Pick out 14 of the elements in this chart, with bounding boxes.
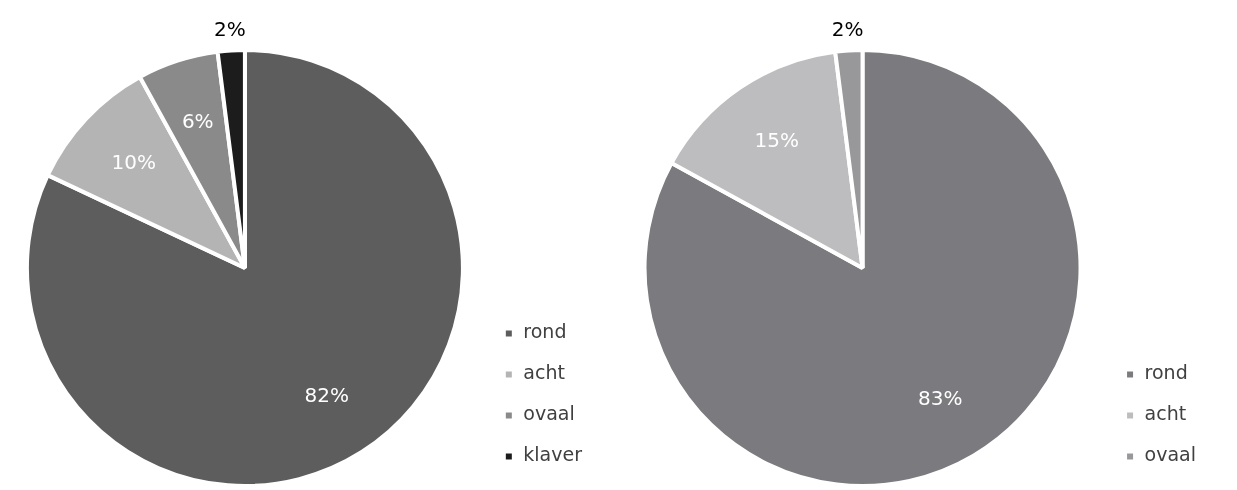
data-label: 2% xyxy=(831,16,864,41)
legend-label: rond xyxy=(1144,361,1188,384)
data-label: 10% xyxy=(111,149,156,174)
data-label: 83% xyxy=(917,385,963,410)
legend-label: acht xyxy=(1144,402,1187,425)
legend-label: rond xyxy=(523,320,567,343)
data-label: 82% xyxy=(304,383,349,408)
data-label: 6% xyxy=(181,109,214,134)
legend-label: ovaal xyxy=(523,402,575,425)
legend-label: acht xyxy=(523,361,565,384)
data-label: 2% xyxy=(214,16,246,41)
legend-label: ovaal xyxy=(1144,443,1196,466)
data-label: 15% xyxy=(754,127,799,152)
legend-label: klaver xyxy=(523,443,583,466)
